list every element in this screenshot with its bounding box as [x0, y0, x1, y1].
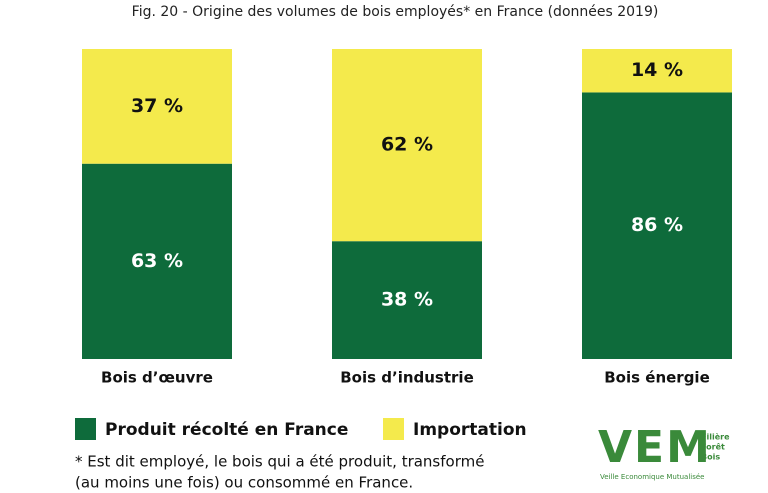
legend-swatch — [383, 418, 404, 440]
value-label: 38 % — [381, 289, 433, 311]
value-label: 37 % — [131, 95, 183, 117]
bar-segment — [332, 241, 482, 359]
bar-segment — [332, 49, 482, 242]
bar-segment — [582, 49, 732, 93]
footnote: (au moins une fois) ou consommé en Franc… — [75, 474, 413, 492]
logo-line: Forêt — [701, 442, 725, 452]
logo-line: Bois — [701, 453, 720, 462]
value-label: 86 % — [631, 214, 683, 236]
value-label: 14 % — [631, 59, 683, 81]
logo-line: Filière — [701, 432, 730, 442]
x-tick-label: Bois énergie — [604, 369, 710, 387]
legend-label: Importation — [413, 420, 527, 440]
value-label: 63 % — [131, 250, 183, 272]
x-tick-label: Bois d’industrie — [340, 369, 474, 387]
logo-mark: VEM — [598, 422, 712, 473]
legend-swatch — [75, 418, 96, 440]
logo-caption: Veille Economique Mutualisée — [600, 473, 704, 481]
bar-segment — [582, 92, 732, 360]
x-tick-label: Bois d’œuvre — [101, 369, 213, 387]
legend-label: Produit récolté en France — [105, 420, 348, 440]
logo: VEM Filière Forêt Bois Veille Economique… — [598, 422, 730, 481]
chart-title: Fig. 20 - Origine des volumes de bois em… — [132, 4, 659, 20]
bar-segment — [82, 49, 232, 164]
value-label: 62 % — [381, 134, 433, 156]
bar-segment — [82, 163, 232, 359]
footnote: * Est dit employé, le bois qui a été pro… — [75, 453, 484, 471]
